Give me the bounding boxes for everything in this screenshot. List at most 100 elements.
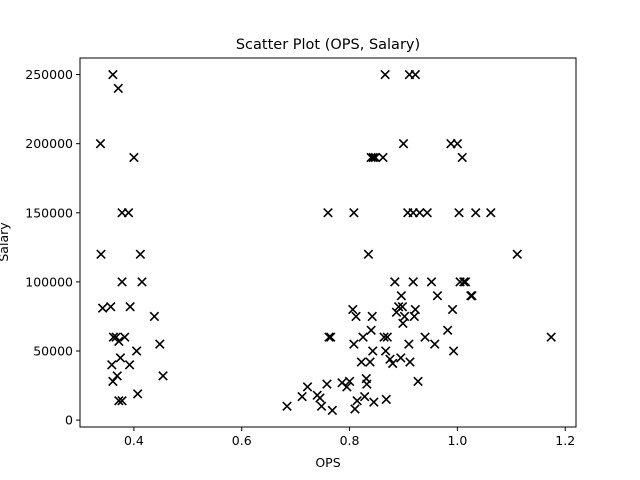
x-tick-label: 0.4 [124, 433, 144, 448]
data-point-marker [459, 277, 469, 287]
data-point-marker [390, 277, 400, 287]
data-point-marker [486, 208, 496, 218]
y-tick-label: 100000 [25, 274, 73, 289]
data-point-marker [429, 339, 440, 349]
data-point-marker [396, 353, 406, 363]
data-point-marker [405, 357, 415, 367]
data-point-marker [396, 290, 407, 301]
data-point-marker [158, 371, 168, 381]
y-tick-label: 250000 [25, 67, 73, 82]
data-point-marker [366, 152, 376, 163]
data-point-marker [382, 332, 393, 342]
data-point-marker [123, 208, 134, 218]
data-point-marker [467, 290, 477, 301]
data-point-marker [132, 389, 143, 399]
data-point-marker [344, 376, 355, 387]
data-point-marker [356, 357, 367, 367]
data-point-marker [399, 311, 410, 322]
x-axis-ticks: 0.4 0.6 0.8 1.0 1.2 [124, 427, 575, 448]
data-point-marker [397, 301, 408, 312]
data-point-marker [350, 404, 360, 414]
data-point-marker [380, 69, 390, 80]
data-point-marker [131, 346, 142, 356]
data-point-marker [96, 249, 106, 260]
data-point-marker [387, 358, 398, 369]
x-tick-label: 1.2 [555, 433, 575, 448]
data-point-marker [322, 379, 332, 389]
data-point-marker [385, 354, 395, 365]
data-point-marker [379, 332, 389, 342]
data-point-marker [135, 249, 146, 260]
data-point-marker [432, 290, 443, 301]
x-axis-label: OPS [315, 455, 340, 470]
data-point-marker [448, 346, 459, 356]
data-point-marker [460, 277, 471, 287]
data-point-marker [316, 401, 327, 412]
data-point-marker [370, 152, 381, 163]
data-point-marker [119, 332, 130, 342]
y-axis-label: Salary [0, 222, 11, 262]
data-point-marker [348, 304, 358, 315]
data-point-marker [129, 152, 139, 163]
x-tick-label: 0.8 [340, 433, 360, 448]
data-point-marker [358, 332, 368, 342]
data-point-marker [117, 395, 127, 406]
data-point-marker [282, 401, 292, 412]
data-point-marker [381, 394, 391, 405]
data-point-marker [297, 391, 307, 402]
data-point-marker [349, 339, 359, 349]
data-point-marker [95, 138, 106, 149]
data-point-marker [398, 138, 409, 149]
data-point-marker [111, 332, 121, 342]
data-point-marker [108, 69, 118, 80]
data-point-marker [512, 249, 523, 260]
y-tick-label: 0 [65, 413, 73, 428]
data-point-marker [369, 397, 379, 407]
data-point-marker [115, 353, 126, 363]
data-point-marker [359, 391, 370, 402]
data-point-marker [114, 336, 124, 347]
data-point-marker [413, 376, 423, 387]
data-point-marker [117, 277, 127, 287]
data-point-marker [367, 311, 377, 322]
data-point-marker [107, 360, 117, 370]
data-point-marker [470, 208, 481, 218]
y-tick-label: 50000 [33, 343, 73, 358]
data-point-marker [125, 301, 135, 312]
data-point-marker [368, 152, 379, 163]
chart-title: Scatter Plot (OPS, Salary) [236, 37, 420, 53]
x-tick-label: 1.0 [447, 433, 467, 448]
data-point-marker [393, 301, 404, 312]
data-point-marker [114, 395, 124, 406]
data-point-marker [352, 395, 362, 406]
y-tick-label: 150000 [25, 205, 73, 220]
data-point-marker [367, 346, 378, 356]
data-point-marker [108, 332, 119, 342]
data-point-marker [327, 405, 338, 416]
data-point-marker [380, 346, 391, 356]
data-point-marker [105, 301, 116, 312]
data-point-marker [420, 332, 430, 342]
x-tick-label: 0.6 [232, 433, 252, 448]
data-point-marker [361, 373, 372, 384]
data-point-marker [426, 277, 437, 287]
data-point-marker [108, 376, 118, 387]
data-point-marker [324, 332, 334, 342]
data-point-marker [378, 152, 388, 163]
data-point-marker [404, 339, 414, 349]
y-axis-ticks: 0 50000 100000 150000 200000 250000 [25, 67, 80, 428]
data-point-marker [452, 138, 463, 149]
data-point-marker [155, 339, 165, 349]
data-point-marker [365, 357, 375, 367]
data-point-marker [323, 208, 333, 218]
data-point-marker [398, 318, 408, 329]
data-point-marker [457, 152, 468, 163]
y-tick-label: 200000 [25, 136, 73, 151]
data-point-marker [546, 332, 556, 342]
data-point-marker [113, 83, 124, 94]
data-point-marker [366, 325, 376, 336]
data-point-marker [409, 311, 420, 322]
data-point-marker [414, 208, 425, 218]
